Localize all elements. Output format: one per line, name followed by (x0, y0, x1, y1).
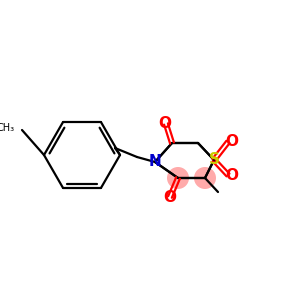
Text: N: N (148, 154, 161, 169)
Text: S: S (208, 152, 220, 167)
Circle shape (167, 167, 189, 189)
Text: O: O (164, 190, 176, 206)
Circle shape (194, 167, 216, 189)
Text: CH₃: CH₃ (0, 123, 15, 133)
Text: O: O (226, 134, 238, 148)
Text: O: O (226, 169, 238, 184)
Text: O: O (158, 116, 172, 130)
